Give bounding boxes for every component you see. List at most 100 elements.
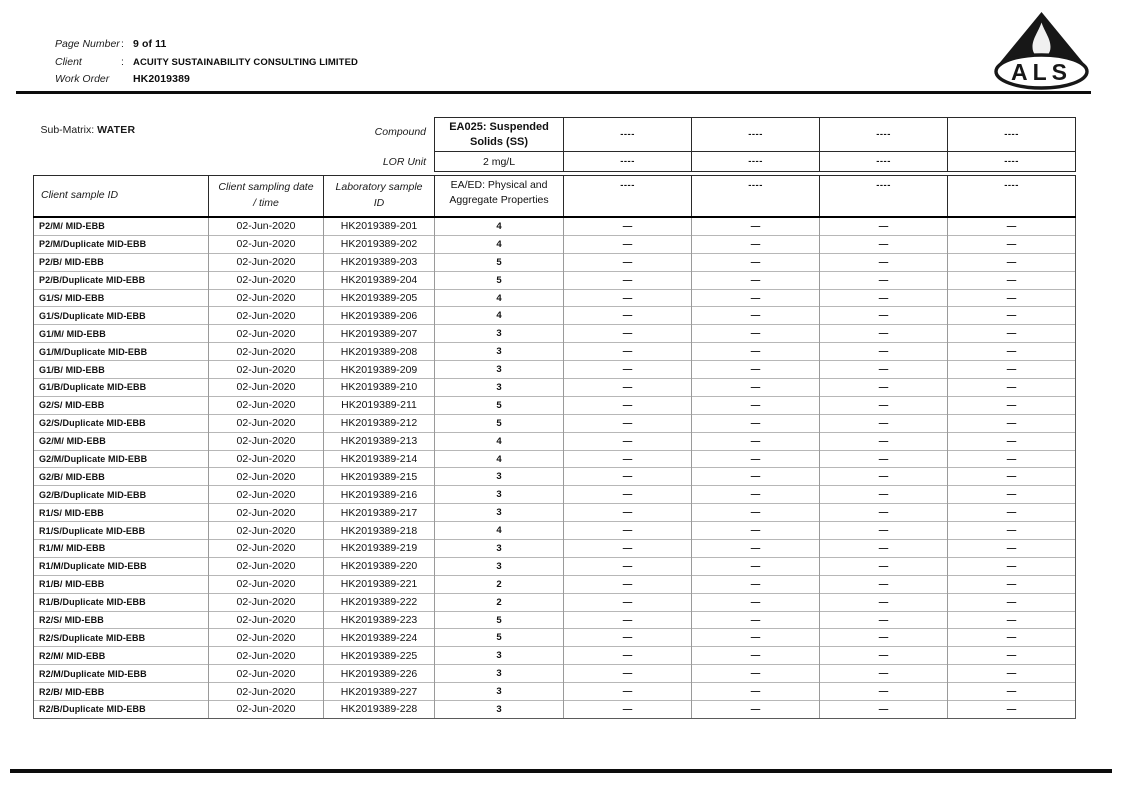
client-sample-id: G2/B/ MID-EBB — [33, 467, 209, 486]
lab-sample-id: HK2019389-227 — [322, 682, 436, 701]
client-sample-id: R2/S/ MID-EBB — [33, 610, 209, 629]
table-row: R1/B/ MID-EBB 02-Jun-2020 HK2019389-221 2— —… — [33, 574, 1077, 594]
client-sample-id: R2/B/ MID-EBB — [33, 682, 209, 701]
result-empty: — — [819, 413, 949, 433]
field-value: 9 of 11 — [133, 38, 167, 50]
client-sample-id: R2/M/ MID-EBB — [33, 646, 209, 665]
table-row: R2/M/ MID-EBB 02-Jun-2020 HK2019389-225 3— —… — [33, 646, 1077, 665]
result-empty: — — [947, 449, 1077, 468]
result-value: 3 — [434, 503, 565, 522]
table-row: R2/S/ MID-EBB 02-Jun-2020 HK2019389-223 5— —… — [33, 610, 1077, 629]
lor-unit-label: LOR Unit — [33, 151, 435, 172]
gap-blank — [33, 171, 435, 176]
lor-unit-value: ---- — [691, 151, 821, 172]
field-separator: : — [121, 55, 124, 68]
result-empty: — — [691, 395, 821, 415]
result-empty: — — [563, 431, 693, 451]
result-value: 5 — [434, 270, 565, 290]
logo-text: ALS — [1011, 59, 1072, 85]
result-empty: — — [947, 252, 1077, 272]
result-value: 4 — [434, 431, 565, 451]
table-row: G2/B/Duplicate MID-EBB 02-Jun-2020 HK20193… — [33, 485, 1077, 504]
method-placeholder: ---- — [691, 175, 821, 218]
result-empty: — — [563, 539, 693, 558]
lab-sample-id: HK2019389-210 — [322, 378, 436, 397]
field-separator: : — [121, 38, 124, 50]
result-empty: — — [947, 592, 1077, 612]
result-empty: — — [947, 503, 1077, 522]
result-empty: — — [563, 288, 693, 307]
result-empty: — — [819, 646, 949, 665]
result-empty: — — [819, 216, 949, 236]
result-empty: — — [691, 592, 821, 612]
lab-sample-id: HK2019389-223 — [322, 610, 436, 629]
sampling-date: 02-Jun-2020 — [208, 646, 324, 665]
result-empty: — — [563, 521, 693, 540]
result-empty: — — [947, 700, 1077, 719]
lab-sample-id: HK2019389-226 — [322, 664, 436, 683]
result-empty: — — [819, 324, 949, 343]
result-empty: — — [819, 395, 949, 415]
client-sample-id: G1/M/ MID-EBB — [33, 324, 209, 343]
column-header: Laboratory sample ID — [322, 175, 436, 218]
table-row: G1/B/ MID-EBB 02-Jun-2020 HK2019389-209 3— —… — [33, 360, 1077, 379]
sample-results-grid: Sub-Matrix: WATER Compound EA025: Suspen… — [33, 117, 1077, 719]
table-row: P2/B/ MID-EBB 02-Jun-2020 HK2019389-203 5— —… — [33, 252, 1077, 272]
table-row: R2/B/ MID-EBB 02-Jun-2020 HK2019389-227 3— —… — [33, 682, 1077, 701]
table-row: P2/M/ MID-EBB 02-Jun-2020 HK2019389-201 4— —… — [33, 216, 1077, 236]
table-row: R2/S/Duplicate MID-EBB 02-Jun-2020 HK20193… — [33, 628, 1077, 647]
als-logo-graphic: ALS — [994, 12, 1089, 90]
result-empty: — — [819, 234, 949, 254]
sampling-date: 02-Jun-2020 — [208, 360, 324, 379]
lor-unit-row: LOR Unit 2 mg/L ---- ---- ---- ---- — [33, 151, 1077, 172]
result-empty: — — [691, 521, 821, 540]
sampling-date: 02-Jun-2020 — [208, 700, 324, 719]
result-empty: — — [819, 485, 949, 504]
result-empty: — — [691, 431, 821, 451]
sampling-date: 02-Jun-2020 — [208, 324, 324, 343]
result-empty: — — [819, 270, 949, 290]
result-empty: — — [947, 646, 1077, 665]
result-value: 4 — [434, 288, 565, 307]
client-sample-id: G1/B/Duplicate MID-EBB — [33, 378, 209, 397]
result-value: 3 — [434, 342, 565, 361]
result-empty: — — [947, 539, 1077, 558]
result-empty: — — [819, 288, 949, 307]
result-empty: — — [819, 592, 949, 612]
analyte-placeholder: ---- — [947, 117, 1077, 152]
analyte-placeholder: ---- — [819, 117, 949, 152]
client-sample-id: R1/M/ MID-EBB — [33, 539, 209, 558]
table-row: G1/B/Duplicate MID-EBB 02-Jun-2020 HK20193… — [33, 378, 1077, 397]
method-placeholder: ---- — [819, 175, 949, 218]
header-divider — [16, 91, 1091, 94]
client-sample-id: P2/B/Duplicate MID-EBB — [33, 270, 209, 290]
result-empty: — — [691, 539, 821, 558]
client-sample-id: G1/S/Duplicate MID-EBB — [33, 306, 209, 325]
result-empty: — — [563, 574, 693, 594]
result-value: 5 — [434, 413, 565, 433]
lor-unit-value: ---- — [947, 151, 1077, 172]
client-sample-id: G1/S/ MID-EBB — [33, 288, 209, 307]
result-empty: — — [691, 378, 821, 397]
lor-unit-value: ---- — [563, 151, 693, 172]
sampling-date: 02-Jun-2020 — [208, 378, 324, 397]
sampling-date: 02-Jun-2020 — [208, 342, 324, 361]
result-empty: — — [819, 539, 949, 558]
client-sample-id: R2/M/Duplicate MID-EBB — [33, 664, 209, 683]
result-empty: — — [819, 306, 949, 325]
result-empty: — — [947, 270, 1077, 290]
result-empty: — — [947, 467, 1077, 486]
sampling-date: 02-Jun-2020 — [208, 521, 324, 540]
sample-rows: P2/M/ MID-EBB 02-Jun-2020 HK2019389-201 4— —… — [33, 216, 1077, 719]
sampling-date: 02-Jun-2020 — [208, 216, 324, 236]
result-empty: — — [819, 610, 949, 629]
lab-sample-id: HK2019389-217 — [322, 503, 436, 522]
lab-sample-id: HK2019389-216 — [322, 485, 436, 504]
results-table: Sub-Matrix: WATER Compound EA025: Suspen… — [33, 117, 1077, 719]
result-empty: — — [691, 306, 821, 325]
gap-cell — [563, 171, 692, 176]
field-label: Work Order — [55, 73, 110, 85]
client-sample-id: P2/M/ MID-EBB — [33, 216, 209, 236]
lab-sample-id: HK2019389-221 — [322, 574, 436, 594]
result-empty: — — [563, 324, 693, 343]
